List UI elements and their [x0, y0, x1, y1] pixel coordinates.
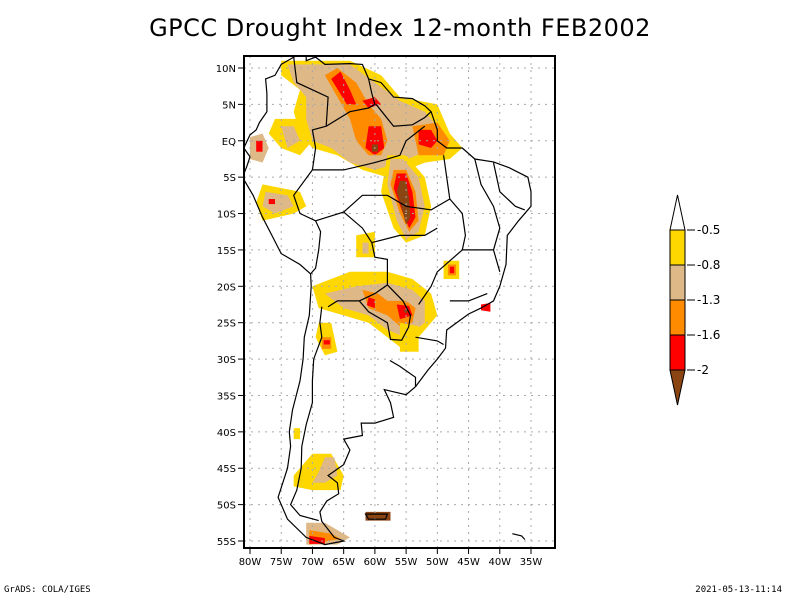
- colorbar-legend: -0.5 -0.8 -1.3 -1.6 -2: [669, 194, 720, 406]
- coastline-and-borders: [244, 56, 532, 546]
- colorbar-segment: [669, 264, 686, 301]
- shade-red: [331, 71, 357, 105]
- timestamp: 2021-05-13-11:14: [695, 585, 782, 595]
- shade-brown: [396, 180, 411, 225]
- border-guianas: [375, 104, 432, 127]
- coastline: [244, 56, 532, 546]
- lat-tick-label: 10S: [217, 210, 236, 221]
- lon-tick-label: 45W: [457, 557, 480, 568]
- lon-tick-label: 55W: [395, 557, 418, 568]
- border-brazil-states: [415, 336, 444, 346]
- colorbar-tick-label: -0.5: [697, 223, 720, 237]
- border-peru: [293, 169, 322, 275]
- lon-tick-label: 35W: [520, 557, 543, 568]
- border-chile-argentina: [289, 306, 323, 522]
- shade-yellow: [399, 322, 419, 352]
- shade-red: [366, 297, 375, 309]
- shade-red: [449, 266, 455, 274]
- colorbar-tick-label: -2: [697, 363, 709, 377]
- colorbar-tick-label: -0.8: [697, 258, 720, 272]
- shade-red: [481, 303, 491, 312]
- map-frame: [243, 55, 556, 549]
- lon-tick-label: 65W: [332, 557, 355, 568]
- colorbar-segment: [669, 299, 686, 336]
- lat-tick-label: 40S: [217, 428, 236, 439]
- colorbar-segment: [669, 229, 686, 266]
- border-brazil-states: [492, 162, 526, 211]
- border-bolivia: [315, 211, 388, 308]
- border-paraguay: [358, 284, 412, 341]
- shade-red: [256, 140, 263, 152]
- lat-tick-label: 20S: [217, 282, 236, 293]
- border-brazil-states: [343, 194, 451, 213]
- shade-red: [323, 340, 330, 345]
- lat-tick-label: 55S: [217, 537, 236, 548]
- shade-tan: [362, 242, 369, 254]
- shade-yellow: [293, 428, 300, 440]
- lat-tick-label: 25S: [217, 319, 236, 330]
- border-uruguay: [389, 359, 417, 387]
- lon-tick-label: 50W: [426, 557, 449, 568]
- colorbar-tick-label: -1.6: [697, 328, 720, 342]
- shade-red: [309, 535, 325, 544]
- shade-tan: [262, 191, 294, 214]
- lat-tick-label: 15S: [217, 246, 236, 257]
- lat-tick-label: 10N: [216, 64, 236, 75]
- border-venezuela-brazil: [325, 78, 376, 127]
- lon-tick-label: 75W: [270, 557, 293, 568]
- colorbar-segment: [669, 334, 686, 371]
- lon-tick-label: 80W: [239, 557, 262, 568]
- lon-tick-label: 40W: [488, 557, 511, 568]
- border-brazil-states: [418, 155, 467, 305]
- shade-red: [396, 304, 413, 320]
- border-brazil-states: [371, 227, 438, 244]
- grads-credit: GrADS: COLA/IGES: [4, 585, 91, 595]
- shade-red: [418, 129, 438, 148]
- colorbar-tick-label: -1.3: [697, 293, 720, 307]
- shade-brown: [403, 309, 408, 314]
- lat-tick-label: 35S: [217, 391, 236, 402]
- lon-tick-label: 70W: [301, 557, 324, 568]
- colorbar-top-arrow: [669, 194, 686, 231]
- border-colombia: [293, 57, 329, 170]
- shade-tan: [312, 457, 338, 483]
- falkland-outline: [364, 513, 389, 520]
- shade-red: [268, 199, 275, 205]
- border-brazil-states: [312, 125, 426, 171]
- colorbar-bottom-arrow: [669, 369, 686, 406]
- map-title: GPCC Drought Index 12-month FEB2002: [149, 14, 651, 42]
- lat-tick-label: 30S: [217, 355, 236, 366]
- border-brazil-states: [449, 293, 488, 302]
- lon-tick-label: 60W: [364, 557, 387, 568]
- shade-tan: [281, 126, 300, 148]
- south-georgia: [512, 533, 526, 540]
- lat-tick-label: 5N: [222, 100, 236, 111]
- grid-lines: [244, 56, 555, 548]
- latitude-axis: 10N 5N EQ 5S 10S 15S 20S 25S 30S 35S 40S 45S 50S 55S: [216, 64, 244, 548]
- longitude-axis: 80W 75W 70W 65W 60W 55W 50W 45W 40W 35W: [239, 548, 543, 568]
- lat-tick-label: 50S: [217, 501, 236, 512]
- lat-tick-label: EQ: [222, 137, 236, 148]
- lat-tick-label: 45S: [217, 464, 236, 475]
- lat-tick-label: 5S: [223, 173, 236, 184]
- border-brazil-states: [474, 158, 501, 272]
